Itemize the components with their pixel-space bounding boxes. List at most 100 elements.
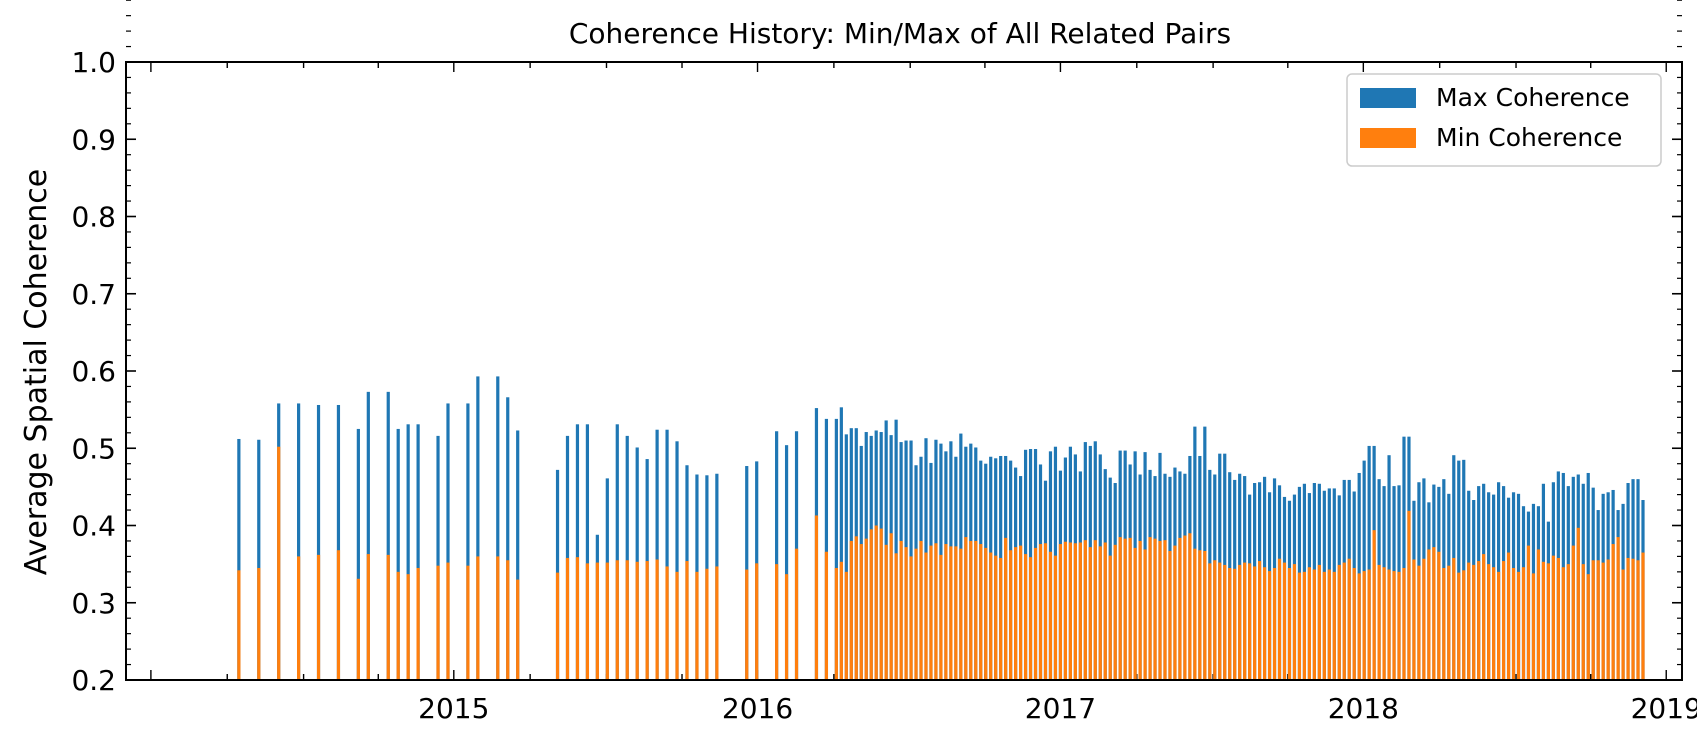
min-coherence-bar: [685, 561, 689, 680]
min-coherence-bar: [1019, 545, 1023, 680]
min-coherence-bar: [1327, 569, 1331, 680]
max-coherence-bar: [366, 391, 370, 680]
min-coherence-bar: [1556, 557, 1560, 680]
min-coherence-bar: [1337, 564, 1341, 680]
min-coherence-bar: [1482, 554, 1486, 680]
min-coherence-bar: [904, 547, 908, 680]
min-coherence-bar: [1636, 560, 1640, 680]
min-coherence-bar: [1088, 547, 1092, 680]
min-coherence-bar: [1053, 555, 1058, 680]
min-coherence-bar: [884, 544, 888, 680]
min-coherence-bar: [1058, 544, 1063, 680]
min-coherence-bar: [919, 540, 923, 680]
min-coherence-bar: [874, 525, 878, 680]
min-coherence-bar: [1287, 567, 1292, 680]
min-coherence-bar: [1437, 551, 1441, 680]
min-coherence-bar: [1233, 568, 1237, 680]
max-coherence-bar: [516, 430, 520, 680]
min-coherence-bar: [466, 565, 470, 680]
chart-title: Coherence History: Min/Max of All Relate…: [569, 17, 1231, 50]
min-coherence-bar: [1531, 573, 1536, 680]
min-coherence-bar: [994, 555, 998, 680]
min-coherence-bar: [356, 578, 360, 680]
min-coherence-bar: [929, 545, 933, 680]
min-coherence-bar: [969, 540, 973, 680]
min-coherence-bar: [1332, 571, 1336, 680]
min-coherence-bar: [949, 546, 953, 680]
min-coherence-bar: [1591, 560, 1595, 680]
min-coherence-bar: [1536, 549, 1541, 680]
min-coherence-bar: [1417, 565, 1421, 680]
max-coherence-bar: [446, 403, 450, 680]
min-coherence-bar: [1023, 554, 1028, 680]
max-coherence-bar: [844, 434, 848, 680]
min-coherence-bar: [1048, 551, 1053, 680]
min-coherence-bar: [1357, 573, 1361, 680]
min-coherence-bar: [1506, 552, 1511, 680]
min-coherence-bar: [1372, 530, 1376, 680]
max-coherence-bar: [894, 419, 898, 680]
min-coherence-bar: [974, 540, 978, 680]
min-coherence-bar: [1292, 564, 1297, 681]
min-coherence-bar: [834, 567, 838, 680]
min-coherence-bar: [555, 572, 560, 680]
min-coherence-bar: [1193, 548, 1197, 680]
min-coherence-bar: [954, 546, 958, 680]
min-coherence-bar: [1078, 542, 1082, 680]
max-coherence-bar: [625, 435, 629, 680]
min-coherence-bar: [1606, 559, 1610, 680]
min-coherence-bar: [1118, 537, 1122, 680]
max-coherence-bar: [496, 376, 500, 680]
min-coherence-bar: [675, 571, 679, 680]
x-tick-label: 2015: [418, 692, 489, 725]
min-coherence-bar: [914, 548, 918, 680]
min-coherence-bar: [715, 566, 719, 680]
max-coherence-bar: [476, 376, 480, 680]
min-coherence-bar: [1467, 562, 1471, 680]
min-coherence-bar: [1616, 537, 1620, 680]
min-coherence-bar: [1477, 561, 1481, 680]
y-tick-label: 0.7: [71, 278, 116, 311]
min-coherence-bar: [909, 556, 913, 680]
min-coherence-bar: [924, 552, 928, 680]
min-coherence-bar: [839, 561, 843, 680]
max-coherence-bar: [1367, 445, 1371, 680]
min-coherence-bar: [496, 556, 500, 680]
min-coherence-bar: [999, 557, 1003, 680]
min-coherence-bar: [1063, 541, 1068, 680]
min-coherence-bar: [1168, 550, 1172, 680]
min-coherence-bar: [869, 529, 873, 680]
max-coherence-bar: [565, 435, 570, 680]
min-coherence-bar: [1043, 543, 1048, 680]
min-coherence-bar: [1427, 549, 1431, 680]
min-coherence-bar: [1038, 544, 1043, 680]
min-coherence-bar: [1457, 572, 1461, 680]
min-coherence-bar: [1352, 567, 1356, 680]
min-coherence-bar: [406, 574, 410, 680]
min-coherence-bar: [1492, 567, 1496, 680]
min-coherence-bar: [1367, 569, 1371, 680]
min-coherence-bar: [794, 548, 799, 680]
min-coherence-bar: [1516, 571, 1521, 680]
min-coherence-bar: [849, 540, 853, 680]
min-coherence-bar: [277, 446, 281, 680]
max-coherence-bar: [237, 438, 241, 680]
max-coherence-bar: [1402, 436, 1406, 680]
y-tick-label: 0.5: [71, 432, 116, 465]
min-coherence-bar: [1342, 562, 1346, 680]
min-coherence-bar: [446, 562, 450, 680]
min-coherence-bars: [237, 446, 1645, 681]
min-coherence-bar: [959, 548, 963, 680]
min-coherence-bar: [1223, 564, 1227, 680]
min-coherence-bar: [944, 544, 948, 680]
min-coherence-bar: [784, 574, 789, 680]
min-coherence-bar: [1397, 571, 1401, 680]
min-coherence-bar: [1302, 571, 1307, 680]
max-coherence-bar: [834, 418, 838, 680]
min-coherence-bar: [1128, 537, 1132, 680]
min-coherence-bar: [1248, 563, 1252, 680]
min-coherence-bar: [1641, 552, 1645, 680]
min-coherence-bar: [1362, 571, 1366, 680]
min-coherence-bar: [1447, 565, 1451, 680]
min-coherence-bar: [416, 567, 420, 680]
